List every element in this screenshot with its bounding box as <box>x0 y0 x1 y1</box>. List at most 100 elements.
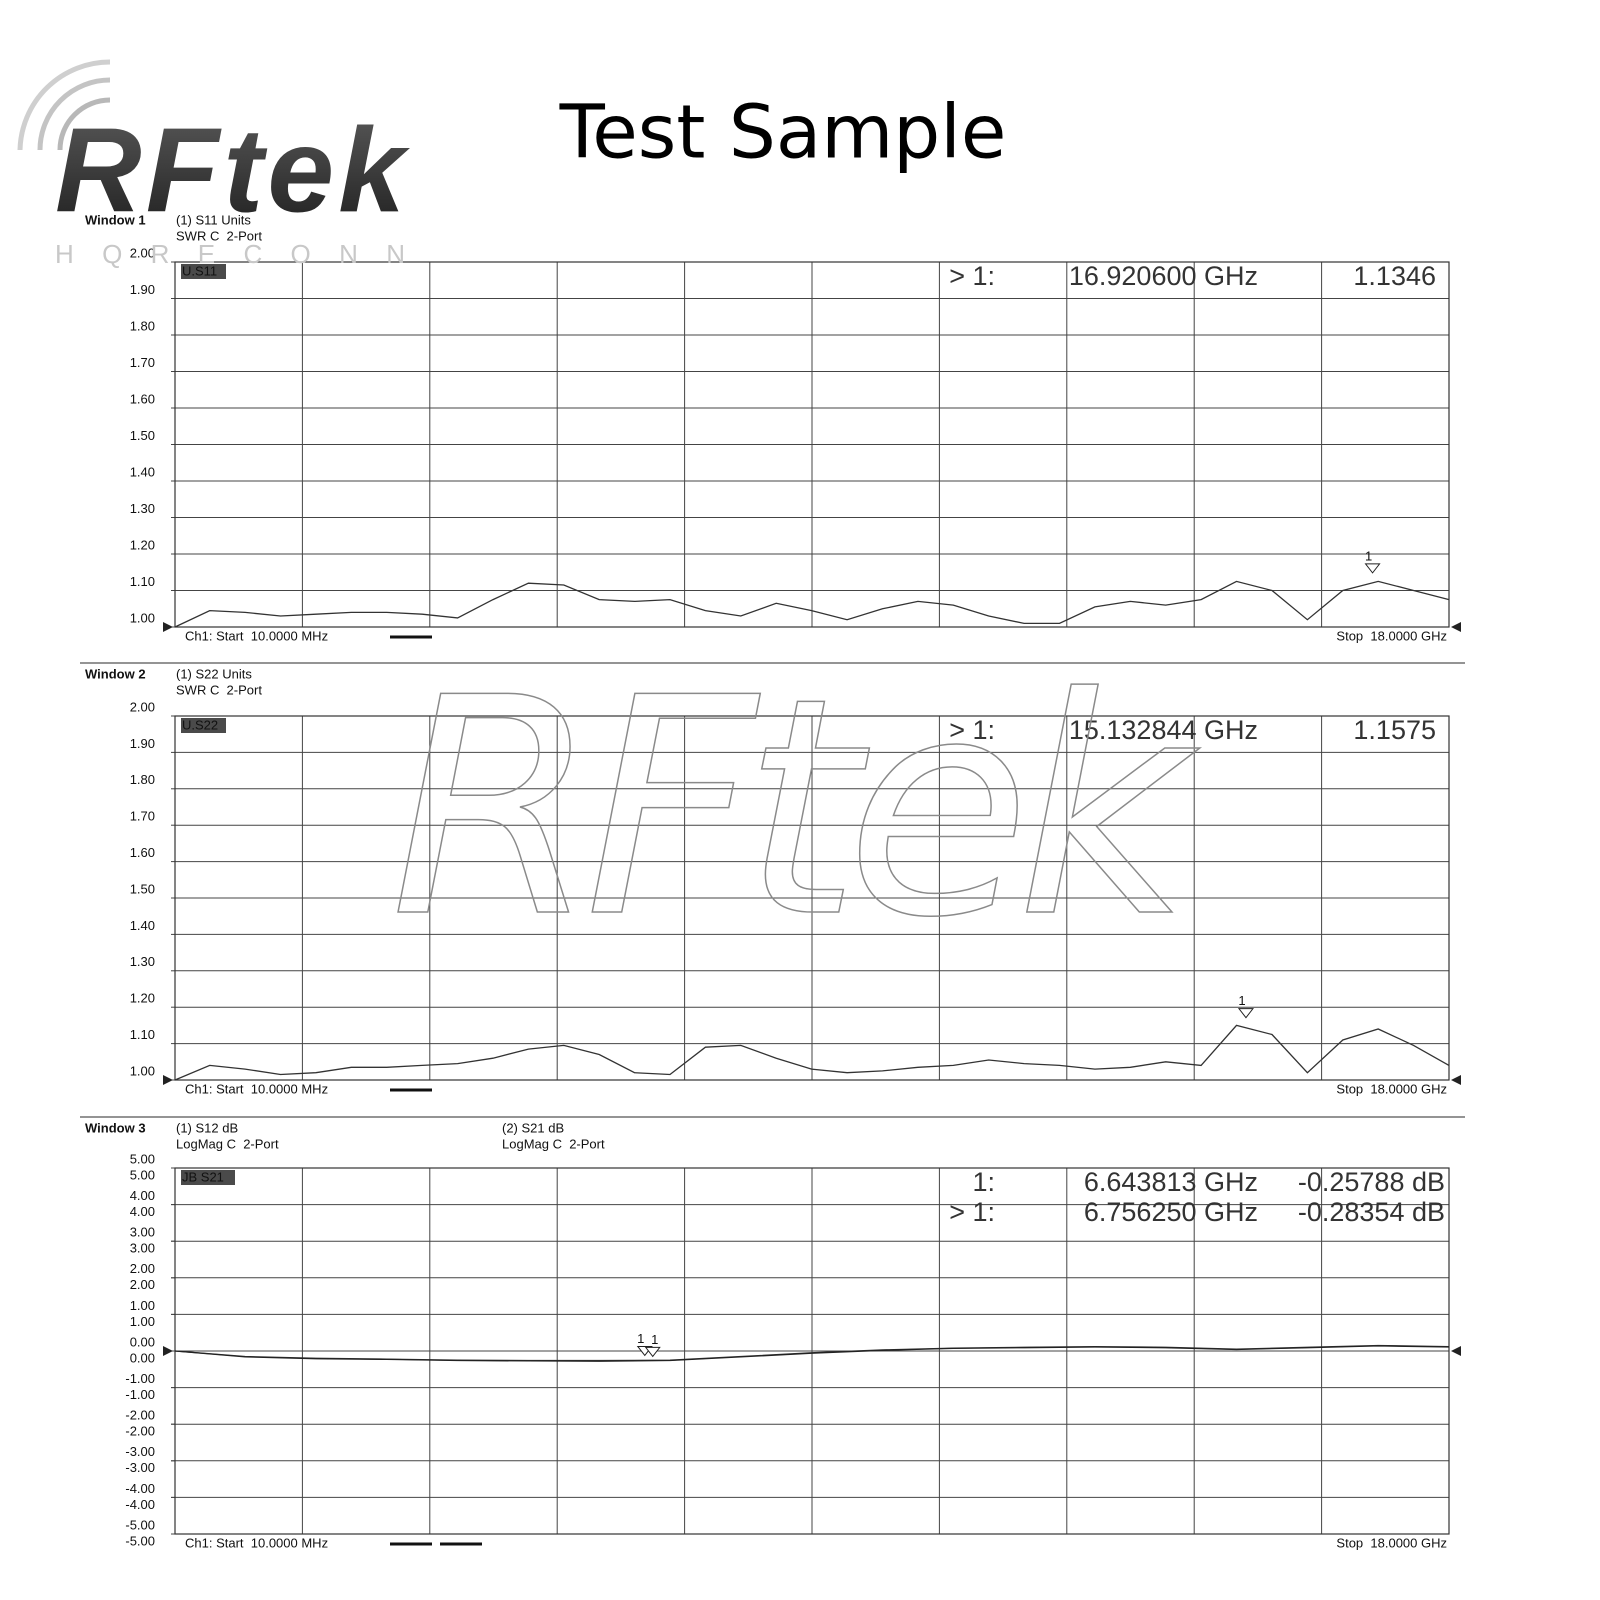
trace <box>174 580 1450 628</box>
marker-readout-value: 1.1346 <box>1353 261 1436 291</box>
marker-readout-frequency: 16.920600 GHz <box>1069 261 1258 291</box>
stop-label: Stop 18.0000 GHz <box>1336 1535 1447 1550</box>
y-tick-label: 1.80 <box>130 318 155 333</box>
start-label: Ch1: Start 10.0000 MHz <box>185 1081 328 1096</box>
marker-readout-value: 1.1575 <box>1353 715 1436 745</box>
y-tick-label: -2.00 <box>125 1424 155 1439</box>
y-tick-label: 2.00 <box>130 1261 155 1276</box>
reference-arrow <box>163 1075 173 1085</box>
y-tick-label: 1.00 <box>130 610 155 625</box>
reference-arrow <box>1451 1075 1461 1085</box>
legend-entry: (1) S11 Units <box>176 212 251 227</box>
y-tick-label: 0.00 <box>130 1350 155 1365</box>
legend-entry: (1) S12 dB <box>176 1120 238 1135</box>
trace-tag: U.S22 <box>182 717 218 732</box>
y-tick-label: -1.00 <box>125 1387 155 1402</box>
y-tick-label: 1.40 <box>130 918 155 933</box>
trace-format: LogMag C 2-Port <box>502 1136 605 1151</box>
marker-readout-prefix: > 1: <box>949 715 995 745</box>
marker <box>644 1346 661 1358</box>
logo: RFtek H Q R E C O N N <box>17 59 412 269</box>
y-tick-label: -5.00 <box>125 1517 155 1532</box>
marker-label: 1 <box>651 1332 658 1347</box>
y-tick-label: 3.00 <box>130 1241 155 1256</box>
y-tick-label: 4.00 <box>130 1188 155 1203</box>
marker-label: 1 <box>637 1331 644 1346</box>
y-tick-label: 2.00 <box>130 1277 155 1292</box>
y-tick-label: 1.00 <box>130 1298 155 1313</box>
logo-wave <box>37 77 111 151</box>
marker-readout-frequency: 6.756250 GHz <box>1084 1197 1258 1227</box>
stop-label: Stop 18.0000 GHz <box>1336 1081 1447 1096</box>
marker-readout-value: -0.25788 dB <box>1298 1167 1445 1197</box>
marker-readout-prefix: > 1: <box>949 261 995 291</box>
watermark: RFtek <box>390 634 1204 983</box>
y-tick-label: -3.00 <box>125 1444 155 1459</box>
reference-arrow <box>163 622 173 632</box>
y-tick-label: 1.00 <box>130 1063 155 1078</box>
marker-readout-frequency: 15.132844 GHz <box>1069 715 1258 745</box>
logo-wave <box>57 97 111 151</box>
window-label: Window 1 <box>85 212 146 227</box>
start-label: Ch1: Start 10.0000 MHz <box>185 1535 328 1550</box>
plot-frame <box>174 715 1450 1081</box>
trace-format: SWR C 2-Port <box>176 228 262 243</box>
y-tick-label: -1.00 <box>125 1371 155 1386</box>
y-tick-label: 1.40 <box>130 464 155 479</box>
y-tick-label: 0.00 <box>130 1334 155 1349</box>
y-tick-label: -4.00 <box>125 1481 155 1496</box>
y-tick-label: 1.20 <box>130 537 155 552</box>
marker <box>1364 563 1381 574</box>
trace-format: LogMag C 2-Port <box>176 1136 279 1151</box>
y-tick-label: 1.70 <box>130 355 155 370</box>
y-tick-label: 1.90 <box>130 736 155 751</box>
y-tick-label: -3.00 <box>125 1460 155 1475</box>
y-tick-label: 1.60 <box>130 391 155 406</box>
legend-entry: (1) S22 Units <box>176 666 252 681</box>
window-label: Window 2 <box>85 666 146 681</box>
reference-arrow <box>1451 622 1461 632</box>
start-label: Ch1: Start 10.0000 MHz <box>185 628 328 643</box>
marker-readout-frequency: 6.643813 GHz <box>1084 1167 1258 1197</box>
y-tick-label: 1.50 <box>130 881 155 896</box>
y-tick-label: 1.80 <box>130 772 155 787</box>
y-tick-label: 1.30 <box>130 501 155 516</box>
y-tick-label: 1.90 <box>130 282 155 297</box>
y-tick-label: -5.00 <box>125 1533 155 1548</box>
trace-tag: U.S11 <box>182 263 217 278</box>
marker-readout-prefix: > 1: <box>949 1197 995 1227</box>
trace-tag: JB S21 <box>182 1169 224 1184</box>
y-tick-label: 1.50 <box>130 428 155 443</box>
y-tick-label: 5.00 <box>130 1167 155 1182</box>
marker-readout-value: -0.28354 dB <box>1298 1197 1445 1227</box>
y-tick-label: 2.00 <box>130 699 155 714</box>
legend-entry: (2) S21 dB <box>502 1120 564 1135</box>
marker-label: 1 <box>1238 993 1245 1008</box>
y-tick-label: 3.00 <box>130 1225 155 1240</box>
plot-frame <box>174 261 1450 628</box>
trace <box>174 1024 1450 1081</box>
y-tick-label: 1.10 <box>130 574 155 589</box>
y-tick-label: 1.70 <box>130 809 155 824</box>
y-tick-label: 1.30 <box>130 954 155 969</box>
trace <box>174 1345 1450 1362</box>
y-tick-label: 4.00 <box>130 1204 155 1219</box>
marker-readout-prefix: 1: <box>972 1167 995 1197</box>
trace-format: SWR C 2-Port <box>176 682 262 697</box>
y-tick-label: 1.60 <box>130 845 155 860</box>
trace-tag-bg <box>181 1170 235 1185</box>
y-tick-label: 2.00 <box>130 245 155 260</box>
y-tick-label: -4.00 <box>125 1497 155 1512</box>
logo-wave <box>17 59 111 151</box>
trace-tag-bg <box>181 718 226 733</box>
y-tick-label: 1.20 <box>130 991 155 1006</box>
y-tick-label: 5.00 <box>130 1151 155 1166</box>
stop-label: Stop 18.0000 GHz <box>1336 628 1447 643</box>
logo-sub: H Q R E C O N N <box>55 239 405 269</box>
logo-brand: RFtek <box>55 104 410 238</box>
reference-arrow <box>1451 1346 1461 1356</box>
trace-tag-bg <box>181 264 226 279</box>
